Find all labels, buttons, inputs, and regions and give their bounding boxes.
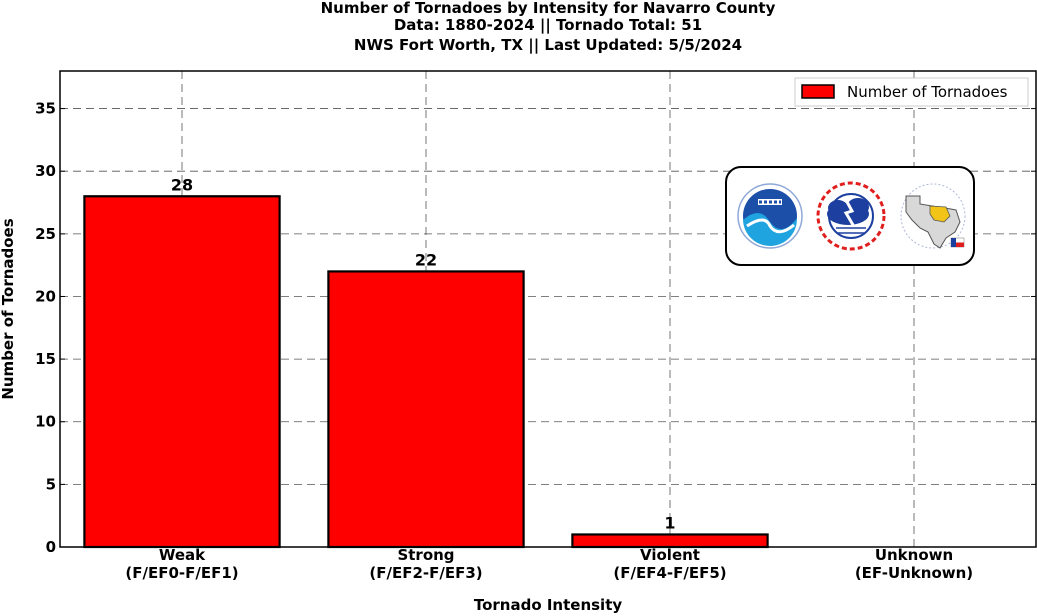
y-tick-label: 5 [46,475,56,493]
x-tick-label-1-line-2: (F/EF2-F/EF3) [369,564,482,582]
chart-title-line-3: NWS Fort Worth, TX || Last Updated: 5/5/… [353,36,743,54]
x-tick-label-1-line-1: Strong [397,546,454,564]
legend: Number of Tornadoes [794,77,1029,107]
chart-title-line-2: Data: 1880-2024 || Tornado Total: 51 [393,16,703,34]
bar-value-label-2: 1 [664,513,675,532]
x-tick-label-0-line-1: Weak [159,546,206,564]
y-tick-label: 30 [35,162,56,180]
y-tick-label: 10 [35,413,56,431]
x-axis: Weak(F/EF0-F/EF1) Strong(F/EF2-F/EF3) Viol… [125,546,973,582]
bar-value-label-0: 28 [171,175,193,194]
x-tick-label-3-line-1: Unknown [875,546,953,564]
y-tick-label: 25 [35,225,56,243]
bar-1 [327,270,525,549]
nws-logo [816,181,886,251]
y-axis: 0 5 10 15 20 25 30 35 [35,100,1036,556]
legend-swatch [801,84,835,99]
nws-fort-worth-logo [900,183,966,249]
x-tick-label-0-line-2: (F/EF0-F/EF1) [125,564,238,582]
y-tick-label: 35 [35,100,56,118]
legend-entry: Number of Tornadoes [847,83,1008,101]
bar-value-label-1: 22 [415,250,437,269]
x-tick-label-2-line-1: Violent [640,546,700,564]
x-axis-label: Tornado Intensity [474,596,623,614]
x-tick-label-3-line-2: (EF-Unknown) [855,564,973,582]
plot-frame [59,70,1037,548]
bar-0 [83,195,281,549]
y-tick-label: 0 [46,538,56,556]
x-tick-label-2-line-2: (F/EF4-F/EF5) [613,564,726,582]
logo-panel [725,166,975,266]
y-tick-label: 15 [35,350,56,368]
y-axis-label: Number of Tornadoes [0,218,17,399]
chart-title-line-1: Number of Tornadoes by Intensity for Nav… [320,0,776,17]
y-tick-label: 20 [35,287,56,305]
bars-group: 28 22 1 [83,175,769,549]
noaa-logo [737,183,803,249]
